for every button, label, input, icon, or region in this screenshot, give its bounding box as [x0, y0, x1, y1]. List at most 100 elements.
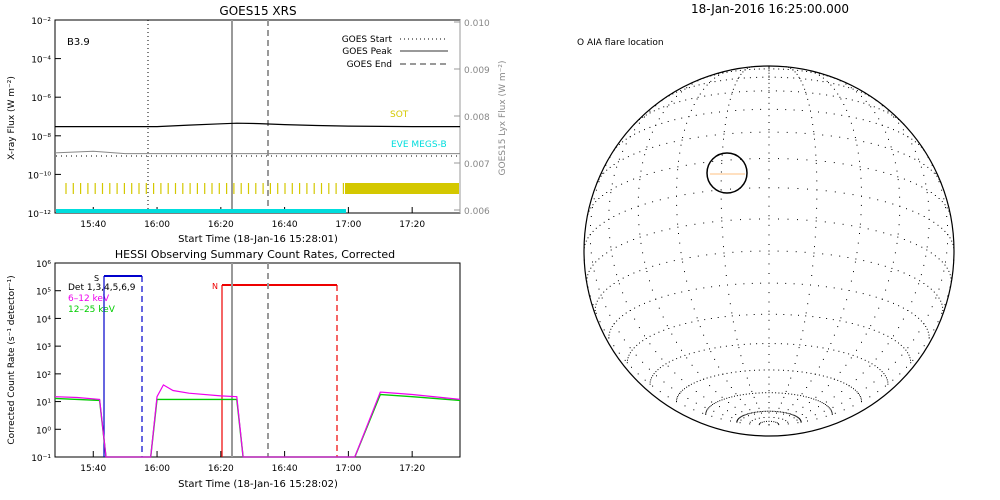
goes-left-tick-label: 10⁻⁴ — [31, 56, 51, 66]
latitude-grid-dot — [884, 201, 886, 203]
longitude-grid-dot — [911, 143, 913, 145]
latitude-grid-dot — [617, 161, 619, 163]
latitude-grid-dot — [703, 113, 705, 115]
latitude-grid-dot — [875, 296, 877, 298]
longitude-grid-dot — [946, 252, 948, 254]
latitude-grid-dot — [868, 328, 870, 329]
latitude-grid-dot — [797, 188, 799, 189]
longitude-grid-dot — [856, 91, 857, 93]
latitude-grid-dot — [778, 392, 780, 394]
longitude-grid-dot — [881, 298, 883, 300]
latitude-grid-dot — [742, 394, 744, 396]
solar-limb — [583, 65, 955, 437]
longitude-grid-dot — [640, 242, 642, 244]
longitude-grid-dot — [947, 234, 949, 236]
latitude-grid-dot — [903, 239, 905, 240]
longitude-grid-dot — [881, 375, 882, 377]
latitude-grid-dot — [681, 139, 683, 141]
longitude-grid-dot — [723, 131, 725, 133]
latitude-grid-dot — [720, 346, 722, 348]
longitude-grid-dot — [777, 423, 779, 425]
latitude-grid-dot — [685, 99, 687, 101]
longitude-grid-dot — [608, 337, 610, 339]
longitude-grid-dot — [813, 131, 815, 133]
latitude-grid-dot — [873, 329, 875, 331]
latitude-grid-dot — [918, 143, 920, 145]
longitude-grid-dot — [592, 304, 594, 306]
latitude-grid-dot — [921, 246, 923, 248]
longitude-grid-dot — [911, 301, 913, 303]
latitude-grid-dot — [822, 375, 824, 377]
latitude-grid-dot — [645, 149, 647, 150]
latitude-grid-dot — [942, 310, 944, 311]
longitude-grid-dot — [618, 283, 620, 285]
longitude-grid-dot — [776, 412, 777, 414]
latitude-grid-dot — [594, 310, 596, 311]
longitude-grid-dot — [681, 379, 683, 381]
longitude-grid-dot — [833, 334, 835, 336]
latitude-grid-dot — [625, 312, 627, 314]
goes-right-tick-label: 0.007 — [464, 160, 490, 170]
latitude-grid-dot — [768, 218, 770, 220]
latitude-grid-dot — [743, 343, 745, 345]
longitude-grid-dot — [815, 217, 817, 219]
latitude-grid-dot — [874, 365, 876, 367]
goes-right-axis: 0.010 0.009 0.008 0.007 0.006 — [454, 19, 490, 217]
latitude-grid-dot — [942, 306, 944, 308]
latitude-grid-dot — [653, 171, 655, 173]
latitude-grid-dot — [793, 109, 795, 111]
longitude-grid-dot — [595, 312, 597, 314]
latitude-grid-dot — [615, 186, 617, 188]
latitude-grid-dot — [610, 189, 612, 191]
latitude-grid-dot — [645, 114, 647, 116]
latitude-grid-dot — [848, 87, 850, 89]
latitude-grid-dot — [790, 413, 791, 415]
latitude-grid-dot — [777, 250, 779, 252]
longitude-grid-dot — [720, 207, 722, 209]
hessi-legend-high: 12–25 keV — [68, 305, 116, 315]
latitude-grid-dot — [775, 392, 777, 394]
longitude-grid-dot — [845, 83, 847, 85]
latitude-grid-dot — [883, 171, 885, 173]
longitude-grid-dot — [928, 337, 930, 339]
latitude-grid-dot — [709, 348, 710, 350]
latitude-grid-dot — [718, 374, 720, 376]
latitude-grid-dot — [791, 413, 793, 415]
latitude-grid-dot — [830, 409, 832, 411]
longitude-grid-dot — [797, 398, 799, 400]
latitude-grid-dot — [828, 82, 829, 84]
longitude-grid-dot — [870, 106, 872, 108]
latitude-grid-dot — [873, 106, 875, 108]
latitude-grid-dot — [750, 131, 752, 133]
latitude-grid-dot — [806, 219, 808, 221]
longitude-grid-dot — [735, 414, 737, 415]
latitude-grid-dot — [710, 318, 712, 319]
latitude-grid-dot — [751, 282, 753, 284]
latitude-grid-dot — [676, 91, 678, 93]
latitude-grid-dot — [595, 261, 597, 263]
latitude-grid-dot — [731, 396, 733, 398]
longitude-grid-dot — [681, 349, 682, 351]
latitude-grid-dot — [717, 401, 719, 403]
latitude-grid-dot — [723, 252, 725, 254]
longitude-grid-dot — [610, 246, 612, 248]
longitude-grid-dot — [681, 91, 682, 93]
latitude-grid-dot — [712, 161, 714, 162]
hessi-y-tick-label: 10⁻¹ — [31, 454, 51, 464]
longitude-grid-dot — [714, 77, 716, 79]
longitude-grid-dot — [731, 93, 733, 95]
latitude-grid-dot — [810, 372, 812, 374]
longitude-grid-dot — [927, 200, 929, 202]
latitude-grid-dot — [915, 183, 917, 185]
longitude-grid-dot — [603, 329, 605, 331]
latitude-grid-dot — [867, 168, 869, 170]
latitude-grid-dot — [897, 176, 899, 178]
longitude-grid-dot — [902, 129, 904, 131]
latitude-grid-dot — [743, 414, 745, 416]
latitude-grid-dot — [618, 143, 620, 145]
longitude-grid-dot — [735, 393, 737, 395]
latitude-grid-dot — [649, 381, 651, 383]
longitude-grid-dot — [787, 409, 789, 411]
longitude-grid-dot — [720, 171, 722, 173]
longitude-grid-dot — [887, 343, 889, 345]
